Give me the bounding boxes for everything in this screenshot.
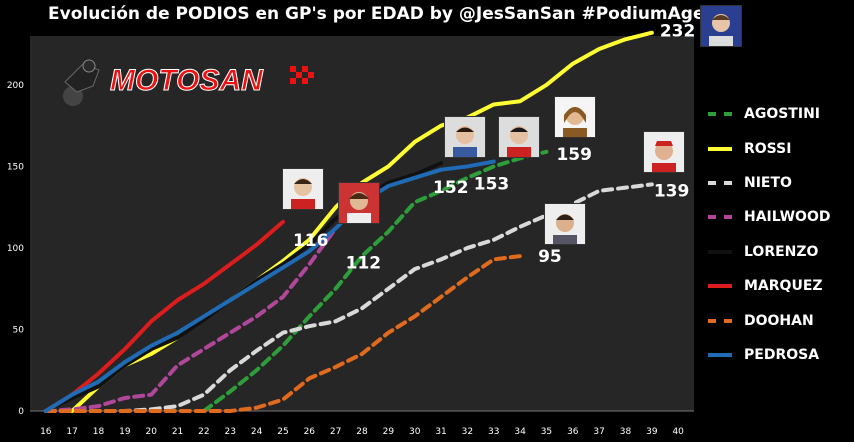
legend-swatch (708, 146, 732, 151)
hailwood-portrait (338, 182, 380, 224)
final-value-label-pedrosa: 153 (474, 175, 510, 195)
legend-item-marquez: MARQUEZ (708, 269, 830, 303)
nieto-portrait (643, 131, 685, 173)
marquez-portrait (282, 168, 324, 210)
rossi-portrait (700, 5, 742, 47)
legend-swatch (708, 318, 732, 323)
pedrosa-portrait (498, 116, 540, 158)
legend-item-doohan: DOOHAN (708, 303, 830, 337)
x-tick-label: 20 (145, 427, 157, 437)
final-value-label-doohan: 95 (538, 247, 562, 267)
series-line-hailwood (43, 226, 338, 413)
legend-item-rossi: ROSSI (708, 131, 830, 165)
y-tick-label: 200 (7, 81, 24, 91)
legend-swatch (708, 112, 732, 117)
final-value-label-rossi: 232 (660, 22, 696, 42)
agostini-portrait (554, 96, 596, 138)
x-tick-label: 17 (66, 427, 77, 437)
x-tick-label: 22 (198, 427, 209, 437)
x-tick-label: 29 (383, 427, 395, 437)
x-tick-label: 38 (620, 427, 632, 437)
x-tick-label: 21 (172, 427, 183, 437)
series-line-agostini (201, 149, 549, 413)
series-line-marquez (43, 219, 285, 413)
legend-item-lorenzo: LORENZO (708, 235, 830, 269)
legend-label: HAILWOOD (744, 209, 831, 226)
y-tick-label: 150 (7, 162, 24, 172)
legend-label: AGOSTINI (744, 106, 820, 123)
y-tick-label: 100 (7, 244, 24, 254)
legend-swatch (708, 180, 732, 185)
legend-item-pedrosa: PEDROSA (708, 338, 830, 372)
x-tick-label: 37 (593, 427, 604, 437)
x-tick-label: 23 (225, 427, 236, 437)
final-value-label-nieto: 139 (654, 181, 690, 201)
motorbike-rider-icon (63, 59, 100, 106)
legend-swatch (708, 352, 732, 357)
legend-swatch (708, 215, 732, 220)
legend-item-hailwood: HAILWOOD (708, 200, 830, 234)
logo-text: MOTOSAN (110, 64, 264, 97)
chart-title: Evolución de PODIOS en GP's por EDAD by … (48, 4, 705, 24)
final-value-label-lorenzo: 152 (433, 178, 469, 198)
x-tick-label: 35 (541, 427, 552, 437)
series-line-pedrosa (43, 159, 496, 413)
x-tick-label: 19 (119, 427, 131, 437)
x-tick-label: 31 (435, 427, 446, 437)
x-tick-label: 33 (488, 427, 499, 437)
legend-item-nieto: NIETO (708, 166, 830, 200)
x-tick-label: 16 (40, 427, 52, 437)
x-tick-label: 40 (672, 427, 684, 437)
legend-label: LORENZO (744, 243, 819, 260)
legend-label: ROSSI (744, 140, 792, 157)
doohan-portrait (544, 203, 586, 245)
legend-item-agostini: AGOSTINI (708, 97, 830, 131)
x-tick-label: 26 (304, 427, 316, 437)
x-tick-label: 27 (330, 427, 341, 437)
series-line-doohan (43, 254, 523, 413)
x-tick-label: 39 (646, 427, 658, 437)
y-tick-label: 50 (13, 325, 25, 335)
final-value-label-marquez: 116 (293, 231, 329, 251)
legend-swatch (708, 284, 732, 289)
x-tick-label: 34 (514, 427, 526, 437)
lorenzo-portrait (444, 116, 486, 158)
legend: AGOSTINI ROSSI NIETO HAILWOOD LORENZO MARQUEZ… (708, 97, 830, 372)
x-tick-label: 28 (356, 427, 368, 437)
checkered-flag-icon (290, 66, 314, 84)
final-value-label-hailwood: 112 (346, 253, 382, 273)
x-tick-label: 25 (277, 427, 288, 437)
x-tick-label: 18 (93, 427, 105, 437)
x-tick-label: 30 (409, 427, 421, 437)
motosan-logo: MOTOSAN (63, 59, 314, 106)
legend-label: DOOHAN (744, 312, 814, 329)
legend-label: NIETO (744, 174, 792, 191)
final-value-label-agostini: 159 (556, 145, 592, 165)
x-tick-label: 24 (251, 427, 263, 437)
legend-label: MARQUEZ (744, 278, 823, 295)
y-tick-label: 0 (18, 407, 24, 417)
legend-swatch (708, 249, 732, 254)
x-tick-label: 32 (462, 427, 473, 437)
legend-label: PEDROSA (744, 346, 820, 363)
x-tick-label: 36 (567, 427, 579, 437)
